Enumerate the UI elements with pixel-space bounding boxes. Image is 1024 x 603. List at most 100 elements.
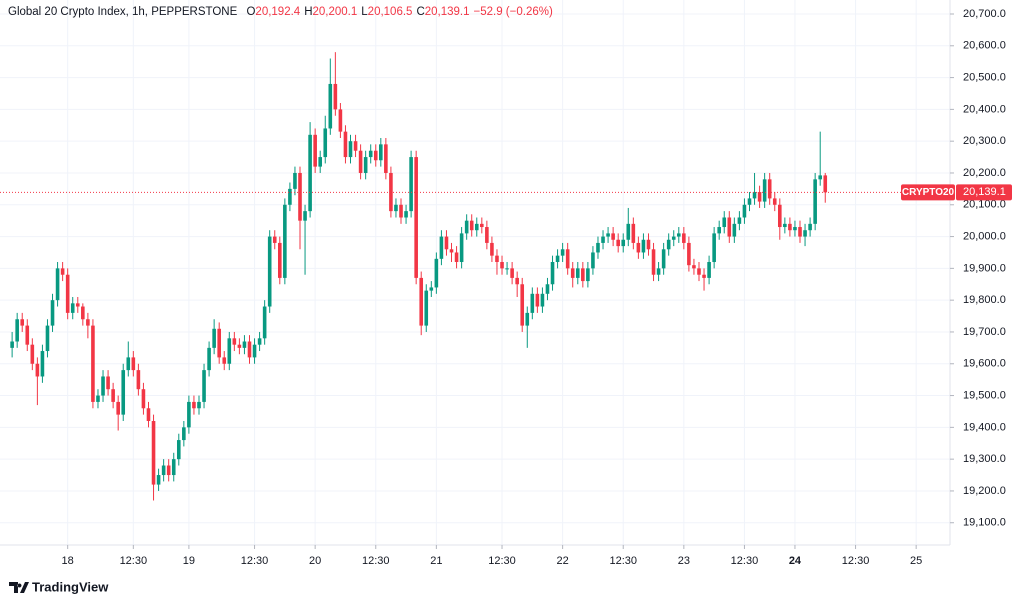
x-tick-label: 19 bbox=[183, 555, 195, 567]
candle-body bbox=[757, 192, 762, 202]
candle-body bbox=[722, 217, 727, 228]
candle-body bbox=[575, 268, 580, 278]
candle-body bbox=[495, 255, 499, 263]
candle-body bbox=[212, 328, 216, 348]
candle-body bbox=[55, 268, 60, 301]
y-tick-label: 20,300.0 bbox=[963, 135, 1006, 147]
candle-body bbox=[656, 268, 661, 275]
candle-body bbox=[459, 233, 464, 263]
header-key: L bbox=[361, 6, 368, 18]
candle-body bbox=[424, 290, 429, 326]
header-key: O bbox=[246, 6, 255, 18]
candle-body bbox=[565, 249, 570, 269]
y-tick-label: 19,300.0 bbox=[963, 453, 1006, 465]
candle-body bbox=[505, 268, 509, 270]
candle-body bbox=[697, 268, 701, 275]
candle-body bbox=[252, 344, 257, 358]
symbol-badge bbox=[901, 184, 955, 201]
candle-body bbox=[257, 338, 262, 345]
chart-title: Global 20 Crypto Index, 1h, PEPPERSTONE bbox=[8, 6, 238, 18]
x-tick-label: 12:30 bbox=[488, 555, 516, 567]
candle-body bbox=[717, 227, 721, 234]
candle-body bbox=[35, 363, 40, 377]
candle-body bbox=[545, 284, 550, 294]
x-tick-label: 20 bbox=[309, 555, 321, 567]
candle-body bbox=[131, 357, 136, 371]
candle-body bbox=[368, 150, 373, 158]
candle-body bbox=[192, 401, 196, 409]
candle-body bbox=[50, 300, 55, 326]
candle-body bbox=[414, 157, 418, 278]
y-tick-label: 20,400.0 bbox=[963, 103, 1006, 115]
candle-body bbox=[485, 227, 489, 243]
candle-body bbox=[277, 242, 282, 278]
candle-body bbox=[818, 175, 823, 180]
candle-body bbox=[606, 233, 610, 237]
y-tick-label: 20,600.0 bbox=[963, 40, 1006, 52]
candle-body bbox=[813, 179, 817, 224]
candle-body bbox=[141, 389, 146, 409]
chart-header: Global 20 Crypto Index, 1h, PEPPERSTONE … bbox=[8, 6, 553, 18]
candle-body bbox=[429, 287, 434, 291]
candle-body bbox=[242, 341, 247, 348]
candle-body bbox=[202, 370, 206, 402]
candle-body bbox=[182, 427, 186, 441]
candle-body bbox=[464, 220, 469, 234]
candle-body bbox=[394, 204, 398, 212]
axes: 19,100.0 19,200.0 19,300.0 19,400.0 19,500.0… bbox=[62, 8, 1012, 567]
candle-body bbox=[601, 236, 605, 243]
candle-body bbox=[323, 128, 328, 158]
candle-body bbox=[444, 236, 449, 250]
candle-body bbox=[687, 242, 691, 266]
candle-body bbox=[737, 217, 742, 224]
candle-body bbox=[631, 223, 636, 243]
candle-body bbox=[520, 284, 525, 326]
candle-body bbox=[86, 319, 90, 326]
candle-body bbox=[379, 144, 383, 161]
candle-body bbox=[171, 459, 176, 476]
candle-body bbox=[70, 303, 75, 313]
symbol-label: CRYPTO20 bbox=[902, 187, 955, 198]
candle-body bbox=[227, 338, 232, 364]
candle-body bbox=[318, 157, 323, 167]
candle-body bbox=[767, 179, 772, 199]
candle-body bbox=[752, 192, 757, 199]
candle-body bbox=[570, 268, 575, 278]
candle-body bbox=[207, 347, 211, 371]
candle-body bbox=[146, 408, 151, 421]
candle-body bbox=[454, 252, 459, 263]
y-tick-label: 20,500.0 bbox=[963, 71, 1006, 83]
candle-body bbox=[742, 204, 747, 218]
candle-body bbox=[439, 236, 444, 259]
candle-body bbox=[626, 223, 631, 240]
candle-body bbox=[409, 157, 413, 212]
candle-body bbox=[777, 204, 782, 228]
candle-body bbox=[727, 217, 732, 237]
candle-body bbox=[636, 242, 641, 253]
header-key: H bbox=[304, 6, 312, 18]
x-tick-label: 22 bbox=[557, 555, 569, 567]
candle-body bbox=[707, 262, 711, 278]
candle-body bbox=[348, 141, 353, 158]
price-badge bbox=[956, 184, 1012, 201]
candle-body bbox=[96, 395, 100, 402]
candle-body bbox=[333, 83, 338, 110]
x-tick-label: 12:30 bbox=[609, 555, 637, 567]
candle-body bbox=[30, 344, 35, 364]
x-tick-label: 12:30 bbox=[120, 555, 148, 567]
candle-body bbox=[661, 249, 666, 269]
candle-body bbox=[116, 401, 120, 415]
candle-body bbox=[616, 239, 620, 247]
candle-body bbox=[161, 465, 166, 476]
candle-body bbox=[500, 262, 504, 269]
candle-body bbox=[434, 258, 439, 288]
candle-body bbox=[20, 319, 25, 326]
candle-body bbox=[353, 141, 358, 151]
candle-body bbox=[560, 249, 565, 256]
candle-body bbox=[666, 239, 671, 250]
candle-body bbox=[419, 277, 424, 326]
x-tick-label: 25 bbox=[910, 555, 922, 567]
candle-body bbox=[136, 370, 141, 390]
